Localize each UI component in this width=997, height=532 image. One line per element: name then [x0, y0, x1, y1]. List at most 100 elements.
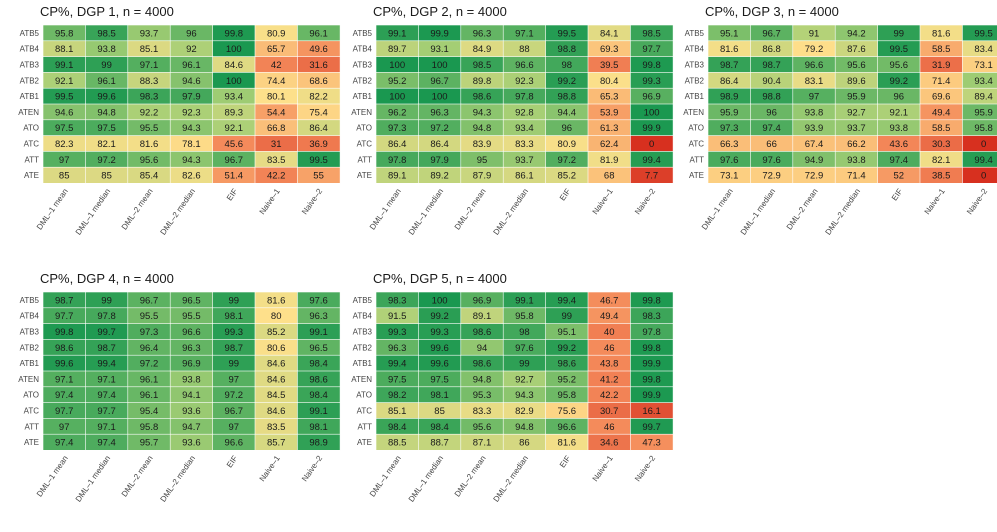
row-label: ATB2	[20, 76, 40, 85]
cell-value: 84.6	[267, 359, 286, 370]
cell-value: 94.8	[473, 374, 492, 385]
row-label: ATT	[24, 155, 39, 164]
cell-value: 98.6	[473, 327, 492, 338]
cell-value: 80.4	[600, 76, 619, 87]
cell-value: 94.4	[558, 107, 577, 118]
cell-value: 98.3	[642, 311, 661, 322]
cell-value: 98.9	[309, 438, 328, 449]
cell-value: 49.6	[309, 44, 328, 55]
cell-value: 95.5	[140, 311, 159, 322]
cell-value: 80.6	[267, 343, 286, 354]
cell-value: 97.5	[430, 374, 449, 385]
cell-value: 94.8	[473, 123, 492, 134]
cell-value: 95.8	[515, 311, 534, 322]
cell-value: 98.6	[309, 374, 328, 385]
cell-value: 98	[562, 60, 573, 71]
row-label: ATO	[356, 124, 372, 133]
row-label: ATB4	[20, 312, 40, 321]
cell-value: 99.4	[97, 359, 116, 370]
cell-value: 95.2	[558, 374, 577, 385]
cell-value: 100	[226, 44, 242, 55]
column-label: DML–2 median	[159, 187, 197, 237]
cell-value: 82.1	[97, 139, 116, 150]
cell-value: 95.6	[473, 422, 492, 433]
row-label: ATB3	[20, 328, 40, 337]
cell-value: 99	[562, 311, 573, 322]
cell-value: 99.6	[430, 343, 449, 354]
column-label: DML–2 mean	[453, 187, 488, 232]
column-label: Naive–1	[591, 454, 616, 484]
cell-value: 81.6	[267, 295, 286, 306]
cell-value: 80.9	[267, 28, 286, 39]
row-label: ATEN	[351, 375, 372, 384]
column-label: DML–1 median	[74, 187, 112, 237]
cell-value: 54.4	[267, 107, 286, 118]
cell-value: 94	[477, 343, 488, 354]
cell-value: 98.6	[473, 359, 492, 370]
cell-value: 97.9	[430, 155, 449, 166]
cell-value: 42.2	[267, 171, 286, 182]
cell-value: 85	[434, 406, 445, 417]
cell-value: 86.4	[388, 139, 407, 150]
cell-value: 61.3	[600, 123, 619, 134]
cell-value: 45.6	[225, 139, 244, 150]
heatmap-cell	[962, 135, 997, 153]
cell-value: 97.6	[309, 295, 328, 306]
cell-value: 85	[101, 171, 112, 182]
cell-value: 96.3	[182, 343, 201, 354]
row-label: ATC	[689, 140, 705, 149]
cell-value: 99.2	[558, 343, 577, 354]
cell-value: 95.9	[847, 92, 866, 103]
cell-value: 81.9	[600, 155, 619, 166]
cell-value: 99	[894, 28, 905, 39]
column-label: Naive–2	[300, 187, 325, 217]
cell-value: 98.3	[140, 92, 159, 103]
cell-value: 49.4	[932, 107, 951, 118]
cell-value: 81.6	[558, 438, 577, 449]
column-label: DML–1 median	[407, 454, 445, 504]
cell-value: 96.6	[805, 60, 824, 71]
cell-value: 99.1	[55, 60, 74, 71]
cell-value: 96	[562, 123, 573, 134]
cell-value: 31.9	[932, 60, 951, 71]
cell-value: 98.5	[97, 28, 116, 39]
cell-value: 96	[766, 107, 777, 118]
cell-value: 85	[59, 171, 70, 182]
cell-value: 83.1	[805, 76, 824, 87]
panel-title: CP%, DGP 5, n = 4000	[373, 271, 507, 286]
column-label: DML–1 mean	[368, 454, 403, 499]
cell-value: 34.6	[600, 438, 619, 449]
cell-value: 92.1	[890, 107, 909, 118]
cell-value: 99.4	[388, 359, 407, 370]
cell-value: 95.8	[55, 28, 74, 39]
cell-value: 98.1	[225, 311, 244, 322]
row-label: ATB5	[685, 29, 705, 38]
heatmap-cell	[630, 166, 674, 184]
cell-value: 99.5	[974, 28, 993, 39]
cell-value: 81.6	[140, 139, 159, 150]
cell-value: 88.3	[140, 76, 159, 87]
cell-value: 98.5	[642, 28, 661, 39]
cell-value: 97.2	[225, 390, 244, 401]
cell-value: 98.7	[97, 343, 116, 354]
cell-value: 93.7	[140, 28, 159, 39]
cell-value: 94.6	[55, 107, 74, 118]
row-label: ATE	[24, 438, 39, 447]
cell-value: 99.2	[558, 76, 577, 87]
cell-value: 65.7	[267, 44, 286, 55]
row-label: ATE	[357, 438, 372, 447]
cell-value: 74.4	[267, 76, 286, 87]
cell-value: 96.7	[225, 155, 244, 166]
cell-value: 86.8	[762, 44, 781, 55]
cell-value: 98.6	[473, 92, 492, 103]
cell-value: 99.3	[430, 327, 449, 338]
cell-value: 97.8	[642, 327, 661, 338]
cell-value: 96.3	[309, 311, 328, 322]
cell-value: 98.8	[558, 92, 577, 103]
cell-value: 82.3	[55, 139, 74, 150]
cell-value: 97.6	[762, 155, 781, 166]
row-label: ATB4	[685, 45, 705, 54]
cell-value: 95.3	[473, 390, 492, 401]
row-label: ATB1	[20, 359, 40, 368]
cell-value: 66	[766, 139, 777, 150]
